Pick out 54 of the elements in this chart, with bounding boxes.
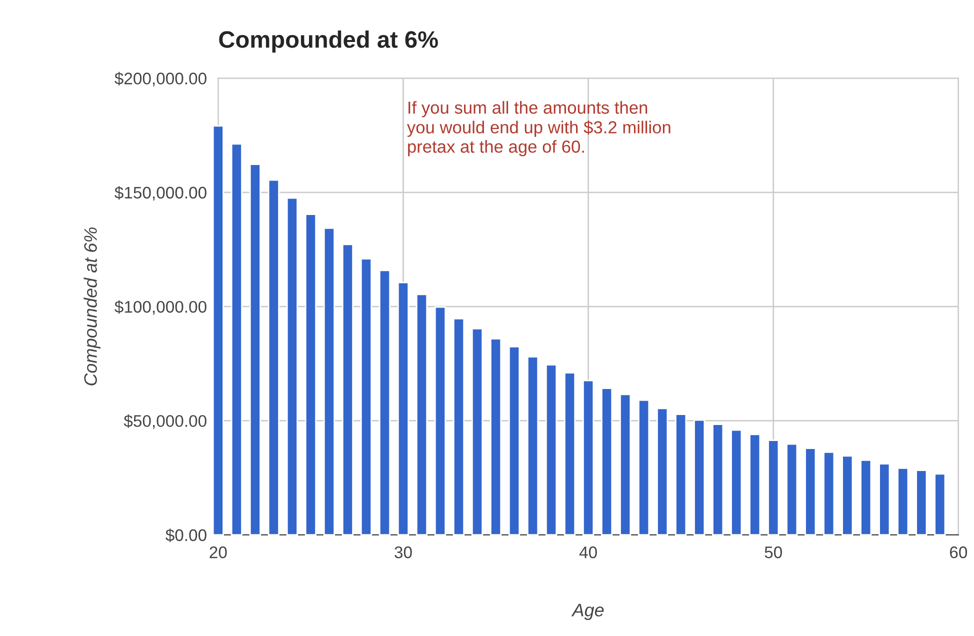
bar bbox=[452, 318, 465, 536]
bar bbox=[804, 448, 816, 536]
x-axis-title: Age bbox=[571, 604, 604, 620]
bar bbox=[675, 414, 687, 536]
bar bbox=[249, 164, 261, 536]
annotation: If you sum all the amounts then you would end up with $3.2 million pretax at the age of 60. bbox=[406, 101, 670, 156]
bar bbox=[471, 328, 484, 536]
chart-title: Compounded at 6% bbox=[219, 30, 438, 53]
y-tick-label: $100,000.00 bbox=[114, 300, 206, 315]
bar bbox=[768, 440, 780, 536]
x-tick-label: 60 bbox=[950, 546, 968, 558]
bar bbox=[916, 470, 928, 536]
bar bbox=[620, 394, 632, 536]
bar bbox=[638, 399, 650, 536]
x-tick-label: 40 bbox=[579, 546, 597, 558]
bar bbox=[304, 214, 316, 536]
bar bbox=[360, 258, 372, 536]
bar bbox=[546, 364, 558, 536]
bar bbox=[230, 143, 242, 536]
bar bbox=[526, 356, 539, 536]
bar bbox=[378, 270, 391, 536]
bar bbox=[582, 380, 594, 536]
bar bbox=[342, 244, 354, 536]
bar bbox=[490, 338, 502, 536]
bar bbox=[601, 388, 613, 536]
y-tick-label: $200,000.00 bbox=[114, 72, 206, 86]
bar bbox=[786, 443, 798, 536]
y-axis-title: Compounded at 6% bbox=[84, 228, 100, 386]
bar bbox=[730, 429, 742, 536]
bar bbox=[842, 455, 854, 536]
bar bbox=[749, 434, 761, 536]
bar bbox=[897, 468, 909, 536]
bar bbox=[694, 419, 706, 536]
bar bbox=[564, 372, 576, 536]
bar bbox=[323, 228, 335, 536]
x-tick-label: 20 bbox=[210, 546, 227, 558]
y-tick-label: $150,000.00 bbox=[114, 186, 206, 201]
bar bbox=[416, 294, 428, 536]
y-tick-label: $0.00 bbox=[166, 528, 206, 542]
y-tick-label: $50,000.00 bbox=[124, 414, 206, 429]
bar bbox=[934, 473, 946, 536]
x-tick-label: 50 bbox=[764, 546, 782, 558]
x-tick-label: 30 bbox=[394, 546, 412, 558]
bar bbox=[823, 452, 835, 536]
bar bbox=[268, 179, 280, 536]
bar bbox=[397, 282, 410, 536]
bar bbox=[860, 460, 872, 536]
bar bbox=[878, 463, 890, 536]
bar bbox=[508, 346, 520, 536]
bar bbox=[712, 424, 724, 536]
bar bbox=[434, 306, 446, 536]
bar bbox=[286, 197, 298, 536]
bar bbox=[212, 125, 224, 536]
bar bbox=[656, 408, 668, 536]
